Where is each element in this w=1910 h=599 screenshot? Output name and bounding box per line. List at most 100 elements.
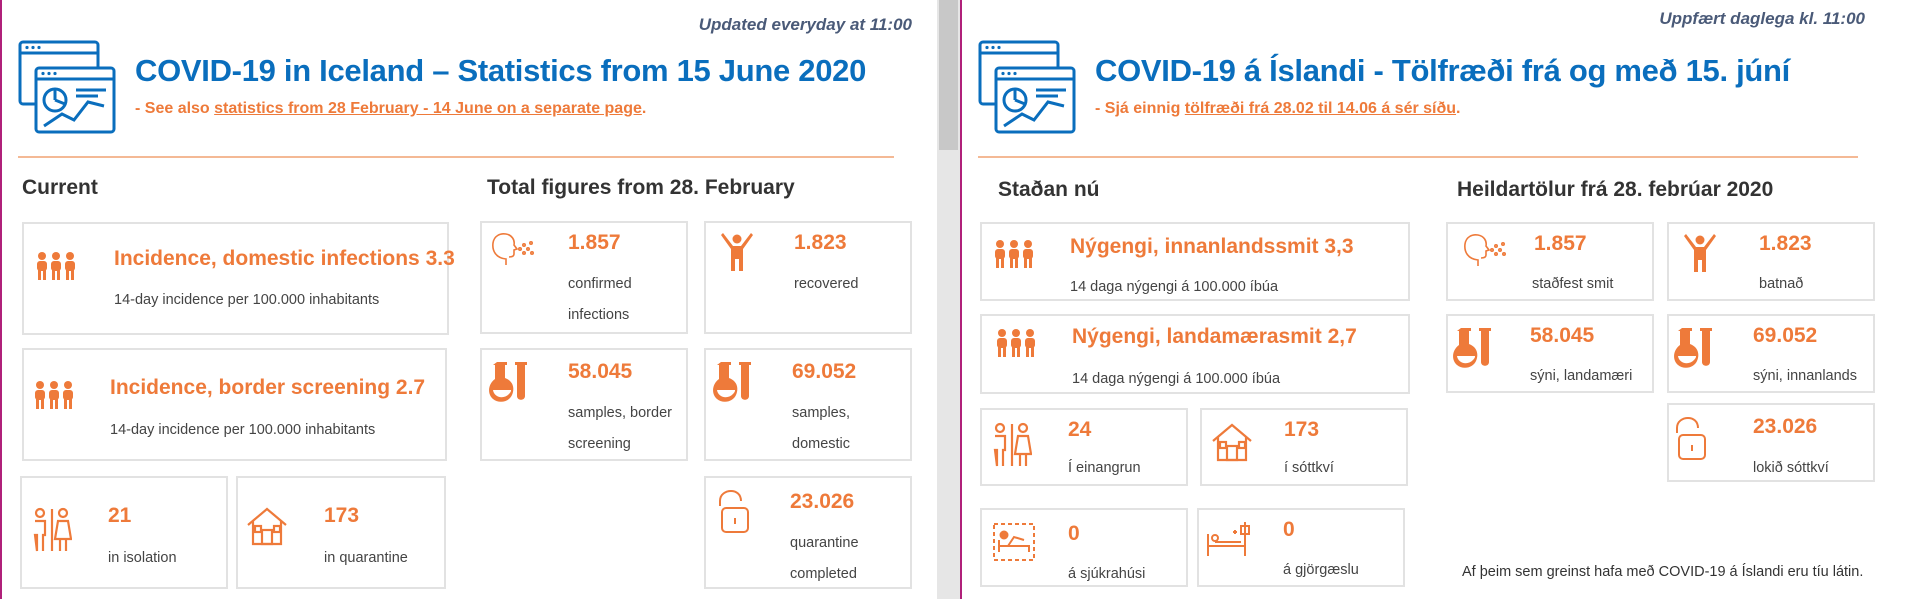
samples-domestic-label: samples, domestic [792,405,851,452]
quarantine-completed-card: 23.026 lokið sóttkví [1667,403,1875,482]
hospital-value: 0 [1068,522,1080,545]
incidence-border-title: Nýgengi, landamærasmit 2,7 [1072,325,1357,348]
scrollbar[interactable] [937,0,960,599]
house-icon [1210,422,1254,462]
samples-border-label: samples, border screening [568,405,672,452]
samples-border-card: 58.045 sýni, landamæri [1446,314,1654,393]
statistics-logo-icon [18,40,116,135]
incidence-border-card: Nýgengi, landamærasmit 2,7 14 daga nýgen… [980,314,1410,394]
test-tubes-icon [1452,326,1492,370]
quarantine-value: 173 [1284,418,1320,441]
subline-suffix: . [641,100,647,117]
incidence-domestic-card: Incidence, domestic infections 3.3 14-da… [22,222,455,335]
confirmed-card: 1.857 confirmed infections [480,221,688,334]
isolation-label: Í einangrun [1068,460,1141,476]
recovered-card: 1.823 batnað [1667,222,1875,301]
house-icon [245,506,289,546]
people-group-icon [992,239,1036,269]
recovered-value: 1.823 [1759,232,1812,255]
test-tubes-icon [488,360,528,404]
subline: - See also statistics from 28 February -… [135,100,646,118]
subline: - Sjá einnig tölfræði frá 28.02 til 14.0… [1095,100,1460,118]
test-tubes-icon [712,360,752,404]
incidence-border-card: Incidence, border screening 2.7 14-day i… [22,348,447,461]
total-heading: Total figures from 28. February [487,176,795,199]
people-group-icon [994,328,1038,358]
samples-border-card: 58.045 samples, border screening [480,348,688,461]
quarantine-completed-card: 23.026 quarantine completed [704,476,912,589]
recovered-value: 1.823 [794,231,847,254]
unlock-icon [716,490,752,534]
isolation-icon [32,507,72,553]
incidence-domestic-sub: 14-day incidence per 100.000 inhabitants [114,292,380,308]
people-group-icon [32,380,76,410]
cough-icon [488,231,536,267]
quarantine-value: 173 [324,504,360,527]
samples-domestic-card: 69.052 sýni, innanlands [1667,314,1875,393]
current-heading: Current [22,176,98,199]
quarantine-completed-value: 23.026 [1753,415,1818,438]
incidence-border-sub: 14 daga nýgengi á 100.000 íbúa [1072,371,1281,387]
samples-domestic-label: sýni, innanlands [1753,368,1857,384]
confirmed-value: 1.857 [568,231,621,254]
quarantine-card: 173 in quarantine [236,476,446,589]
page-title: COVID-19 á Íslandi - Tölfræði frá og með… [1095,53,1790,88]
isolation-icon [992,422,1032,468]
person-raised-arms-icon [1683,232,1717,274]
isolation-label: in isolation [108,550,177,566]
hospital-card: 0 á sjúkrahúsi [980,508,1188,587]
page-title: COVID-19 in Iceland – Statistics from 15… [135,53,867,88]
recovered-label: batnað [1759,276,1804,292]
incidence-domestic-card: Nýgengi, innanlandssmit 3,3 14 daga nýge… [980,222,1410,301]
incidence-border-sub: 14-day incidence per 100.000 inhabitants [110,422,376,438]
divider [18,156,894,158]
confirmed-card: 1.857 staðfest smit [1446,222,1654,301]
icu-card: 0 á gjörgæslu [1197,508,1405,587]
subline-prefix: - Sjá einnig [1095,100,1185,117]
test-tubes-icon [1673,326,1713,370]
panel-english: Updated everyday at 11:00 COVID-19 in Ic… [0,0,937,599]
samples-domestic-card: 69.052 samples, domestic [704,348,912,461]
panel-icelandic: Uppfært daglega kl. 11:00 COVID-19 á Ísl… [960,0,1910,599]
scrollbar-thumb[interactable] [939,0,958,150]
confirmed-value: 1.857 [1534,232,1587,255]
samples-border-value: 58.045 [568,360,633,383]
updated-note: Uppfært daglega kl. 11:00 [1659,9,1865,28]
isolation-card: 21 in isolation [20,476,228,589]
hospital-label: á sjúkrahúsi [1068,566,1146,582]
statistics-link[interactable]: tölfræði frá 28.02 til 14.06 á sér síðu [1184,100,1457,117]
samples-domestic-value: 69.052 [792,360,857,383]
incidence-domestic-sub: 14 daga nýgengi á 100.000 íbúa [1070,279,1279,295]
current-heading: Staðan nú [998,178,1100,201]
deaths-footnote: Af þeim sem greinst hafa með COVID-19 á … [1462,564,1864,580]
icu-value: 0 [1283,518,1295,541]
confirmed-label: confirmed infections [568,276,632,323]
incidence-domestic-title: Incidence, domestic infections 3.3 [114,247,455,270]
subline-suffix: . [1456,100,1461,117]
people-group-icon [34,251,78,281]
divider [978,156,1858,158]
confirmed-label: staðfest smit [1532,276,1614,292]
statistics-logo-icon [978,40,1076,135]
incidence-domestic-title: Nýgengi, innanlandssmit 3,3 [1070,235,1354,258]
recovered-label: recovered [794,276,859,292]
samples-domestic-value: 69.052 [1753,324,1818,347]
samples-border-value: 58.045 [1530,324,1595,347]
quarantine-completed-label: quarantine completed [790,535,859,582]
isolation-value: 21 [108,504,132,527]
quarantine-completed-label: lokið sóttkví [1753,460,1829,476]
total-heading: Heildartölur frá 28. febrúar 2020 [1457,178,1774,201]
isolation-value: 24 [1068,418,1092,441]
recovered-card: 1.823 recovered [704,221,912,334]
icu-label: á gjörgæslu [1283,562,1359,578]
quarantine-completed-value: 23.026 [790,490,855,513]
quarantine-label: in quarantine [324,550,408,566]
samples-border-label: sýni, landamæri [1530,368,1633,384]
isolation-card: 24 Í einangrun [980,408,1188,486]
subline-prefix: - See also [135,100,215,117]
quarantine-card: 173 í sóttkví [1200,408,1408,486]
person-raised-arms-icon [720,231,754,273]
statistics-link[interactable]: statistics from 28 February - 14 June on… [214,100,642,117]
cough-icon [1460,232,1508,268]
updated-note: Updated everyday at 11:00 [698,15,912,34]
